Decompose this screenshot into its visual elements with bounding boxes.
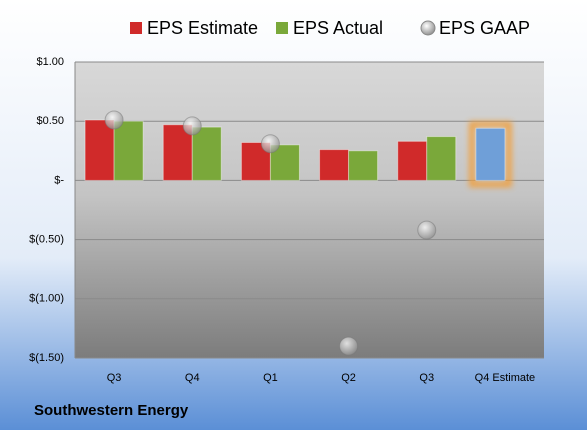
legend-swatch xyxy=(276,22,288,34)
gaap-point xyxy=(104,110,124,130)
footer: Southwestern Energy xyxy=(34,402,189,419)
bar xyxy=(84,119,115,181)
y-tick-label: $0.50 xyxy=(36,115,64,127)
y-tick-label: $(1.00) xyxy=(29,293,64,305)
legend-label: EPS Estimate xyxy=(147,18,258,38)
legend-label: EPS Actual xyxy=(293,18,383,38)
y-tick-label: $1.00 xyxy=(36,56,64,68)
bar xyxy=(113,120,144,181)
x-tick-label: Q2 xyxy=(341,372,356,384)
bar-highlight xyxy=(468,121,512,188)
bar xyxy=(191,126,222,181)
bar xyxy=(475,127,506,181)
legend-swatch xyxy=(420,20,436,36)
legend-swatch xyxy=(130,22,142,34)
gaap-point xyxy=(182,116,202,136)
gaap-point xyxy=(417,220,437,240)
bar xyxy=(397,140,428,181)
bar xyxy=(319,149,350,181)
gaap-point xyxy=(339,336,359,356)
x-tick-label: Q3 xyxy=(419,372,434,384)
y-tick-label: $(0.50) xyxy=(29,234,64,246)
legend-label: EPS GAAP xyxy=(439,18,530,38)
x-tick-label: Q1 xyxy=(263,372,278,384)
y-tick-label: $- xyxy=(54,174,64,186)
x-tick-label: Q4 xyxy=(185,372,200,384)
y-tick-label: $(1.50) xyxy=(29,352,64,364)
x-tick-label: Q4 Estimate xyxy=(475,372,536,384)
gaap-point xyxy=(260,134,280,154)
bar xyxy=(348,150,379,181)
bar xyxy=(426,136,457,181)
plot-area xyxy=(75,62,544,358)
x-tick-label: Q3 xyxy=(107,372,122,384)
